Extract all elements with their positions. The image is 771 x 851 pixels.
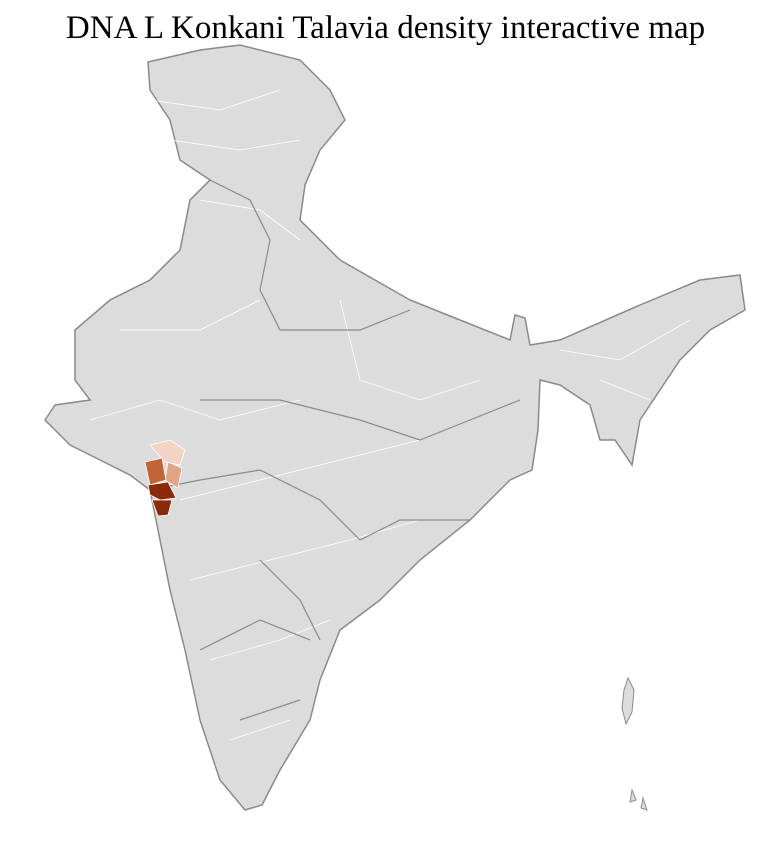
andaman-nicobar-islands xyxy=(621,676,648,811)
highlighted-district[interactable] xyxy=(144,457,167,486)
highlighted-district[interactable] xyxy=(164,461,183,489)
highlighted-district[interactable] xyxy=(147,481,177,501)
india-outline[interactable] xyxy=(44,44,746,811)
district-boundaries xyxy=(89,89,691,741)
highlighted-districts[interactable] xyxy=(144,439,186,517)
state-boundaries xyxy=(149,179,521,721)
map-title: DNA L Konkani Talavia density interactiv… xyxy=(65,10,706,46)
highlighted-district[interactable] xyxy=(151,499,173,517)
